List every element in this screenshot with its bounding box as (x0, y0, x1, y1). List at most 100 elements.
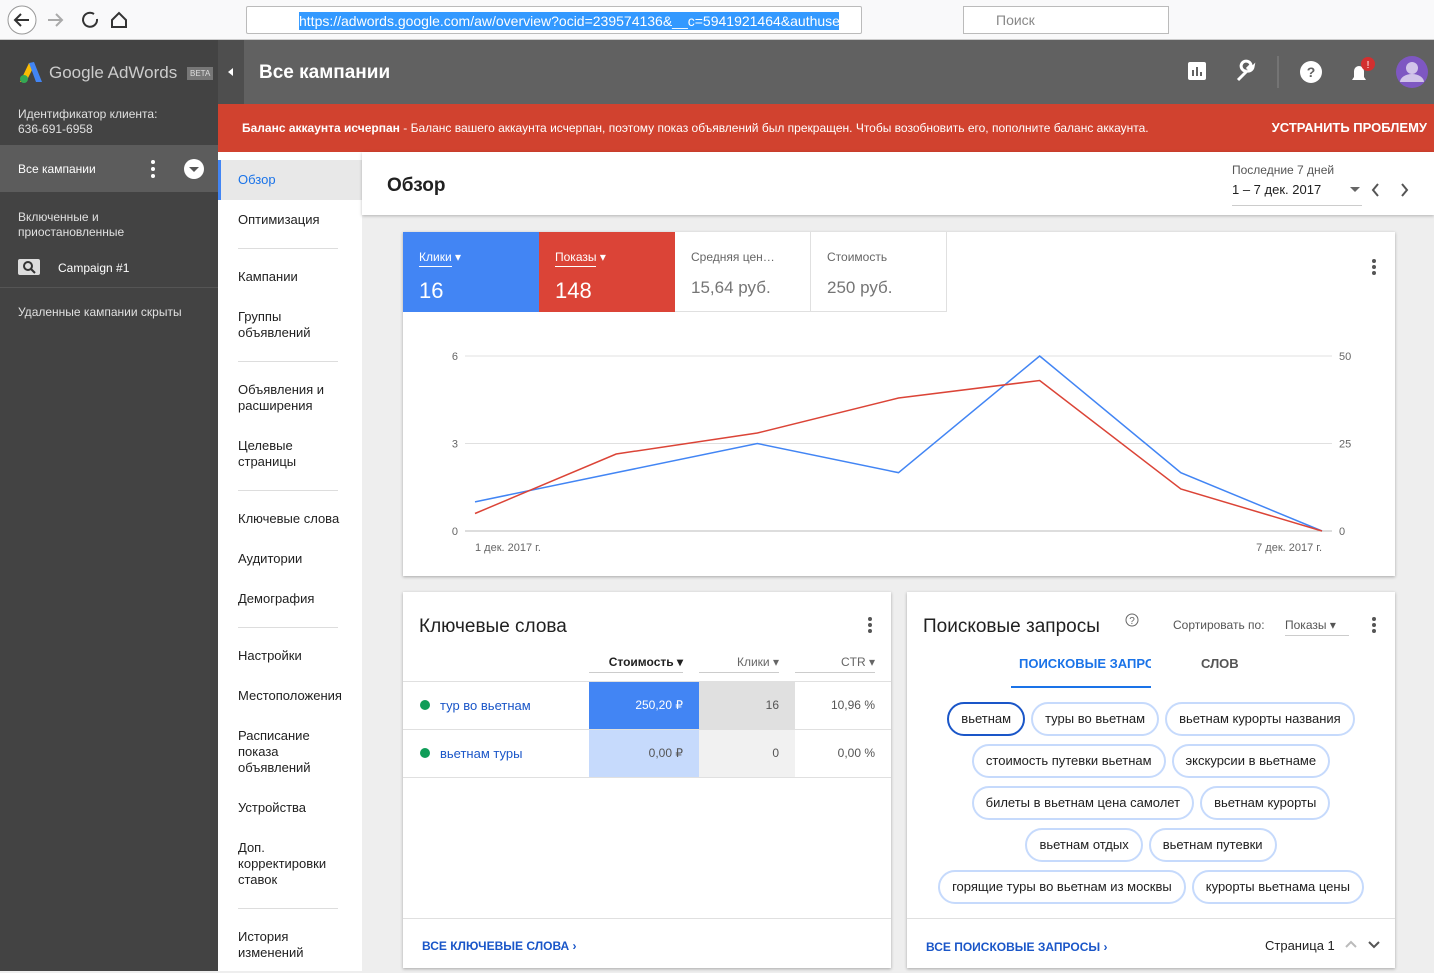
nav-label[interactable]: Ключевые слова (238, 511, 340, 526)
nav-label[interactable]: Местоположения (238, 688, 342, 703)
metric-tile[interactable]: Стоимость 250 руб. (811, 232, 947, 312)
footer-link[interactable]: ВСЕ КЛЮЧЕВЫЕ СЛОВА › (422, 939, 577, 953)
row-icons[interactable] (145, 157, 210, 181)
more-menu[interactable] (865, 616, 875, 636)
nav-label[interactable]: Обзор (238, 172, 276, 187)
nav-label[interactable]: Настройки (238, 648, 302, 663)
query-chip[interactable]: вьетнам путевки (1148, 828, 1277, 862)
column-header[interactable]: CTR ▾ (795, 655, 875, 673)
nav-label[interactable]: Аудитории (238, 551, 303, 566)
nav-label[interactable]: Объявления и расширения (238, 382, 325, 413)
nav-item[interactable]: Целевые страницы (218, 426, 362, 482)
nav-label[interactable]: Демография (238, 591, 315, 606)
nav-item[interactable]: Группы объявлений (218, 297, 362, 353)
nav-item[interactable]: Оптимизация (218, 200, 362, 240)
graphic (48, 13, 64, 27)
card-title: Поисковые запросы (923, 616, 1100, 637)
graphic (1372, 617, 1376, 621)
collapse-toggle[interactable] (218, 40, 244, 104)
keywords-table: Стоимость ▾ Клики ▾ CTR ▾ тур во вьетнам 250… (403, 648, 891, 778)
metric-label[interactable]: Показы (555, 250, 597, 267)
query-chip[interactable]: горящие туры во вьетнам из москвы (938, 870, 1186, 904)
tab[interactable]: СЛОВ (1201, 656, 1239, 671)
nav-label[interactable]: Устройства (238, 800, 307, 815)
all-campaigns[interactable]: Все кампании (18, 162, 96, 176)
graphic (868, 623, 872, 627)
nav-item[interactable]: Кампании (218, 257, 362, 297)
graphic (1361, 57, 1375, 71)
pager-arrows[interactable] (1343, 936, 1383, 952)
graphic (20, 75, 28, 83)
column-header[interactable]: Клики ▾ (699, 655, 779, 673)
graphic (1368, 941, 1380, 949)
footer-link-text[interactable]: ВСЕ КЛЮЧЕВЫЕ СЛОВА (422, 939, 570, 953)
sort-select[interactable]: Показы ▾ (1285, 618, 1349, 636)
metric-label[interactable]: Стоимость (827, 250, 888, 264)
y-tick-label: 6 (452, 351, 458, 363)
metric-tile[interactable]: Показы ▾ 148 (539, 232, 675, 312)
more-menu[interactable] (1369, 616, 1379, 636)
nav-item[interactable]: Объявления и расширения (218, 370, 362, 426)
nav-label[interactable]: Доп. корректировки ставок (238, 840, 327, 887)
alert-action[interactable]: УСТРАНИТЬ ПРОБЛЕМУ (1271, 120, 1427, 135)
metric-label[interactable]: Средняя цен… (691, 250, 775, 264)
url-bar[interactable]: https://adwords.google.com/aw/overview?o… (246, 6, 862, 34)
query-chip[interactable]: вьетнам курорты (1200, 786, 1331, 820)
metric-tile[interactable]: Средняя цен… 15,64 руб. (675, 232, 811, 312)
header-icons[interactable]: ? ! (1178, 52, 1434, 92)
nav-label[interactable]: История изменений (238, 929, 304, 960)
nav-label[interactable]: Целевые страницы (238, 438, 297, 469)
all-campaigns-row[interactable]: Все кампании (0, 145, 218, 192)
alert-banner: Баланс аккаунта исчерпан - Баланс вашего… (218, 104, 1434, 152)
footer-link-text[interactable]: ВСЕ ПОИСКОВЫЕ ЗАПРОСЫ (926, 940, 1101, 954)
nav-label[interactable]: Оптимизация (238, 212, 320, 227)
column-header-text[interactable]: Стоимость (608, 655, 674, 669)
date-label: Последние 7 дней (1232, 163, 1335, 177)
campaign-icon (18, 259, 40, 275)
help-icon[interactable]: ? (1125, 613, 1139, 627)
deleted-note: Удаленные кампании скрыты (18, 305, 182, 319)
metric-label[interactable]: Клики (419, 250, 452, 267)
date-range-text[interactable]: 1 – 7 дек. 2017 (1232, 182, 1322, 197)
nav-item[interactable]: Обзор (218, 160, 362, 200)
sort-value[interactable]: Показы (1285, 618, 1327, 632)
graphic (868, 629, 872, 633)
nav-item[interactable]: Ключевые слова (218, 499, 362, 539)
nav-item[interactable]: Местоположения (218, 676, 362, 716)
divider (403, 918, 891, 919)
nav-item[interactable]: Демография (218, 579, 362, 619)
nav-item[interactable]: Расписание показа объявлений (218, 716, 362, 788)
query-chip[interactable]: стоимость путевки вьетнам (971, 744, 1166, 778)
search-box[interactable]: Поиск (963, 6, 1169, 34)
keyword-link[interactable]: вьетнам туры (440, 746, 523, 761)
keyword-link[interactable]: тур во вьетнам (440, 698, 531, 713)
column-header-text[interactable]: Клики (736, 655, 770, 669)
query-chip[interactable]: туры во вьетнам (1031, 702, 1160, 736)
query-chip[interactable]: вьетнам (947, 702, 1026, 736)
nav-label[interactable]: Группы объявлений (238, 309, 311, 340)
nav-item[interactable]: История изменений (218, 917, 362, 973)
nav-label[interactable]: Расписание показа объявлений (238, 728, 311, 775)
campaign-link[interactable]: Campaign #1 (58, 261, 130, 275)
page-indicator: Страница 1 (1265, 938, 1335, 953)
column-header-text[interactable]: CTR (840, 655, 866, 669)
tab-active[interactable]: ПОИСКОВЫЕ ЗАПРО (1011, 656, 1151, 688)
date-arrows[interactable] (1364, 180, 1414, 200)
url-text[interactable]: https://adwords.google.com/aw/overview?o… (299, 12, 839, 30)
query-chip[interactable]: курорты вьетнама цены (1191, 870, 1364, 904)
nav-item[interactable]: Настройки (218, 636, 362, 676)
nav-item[interactable]: Доп. корректировки ставок (218, 828, 362, 900)
query-chip[interactable]: вьетнам отдых (1025, 828, 1143, 862)
query-chip[interactable]: экскурсии в вьетнаме (1171, 744, 1331, 778)
nav-item[interactable]: Аудитории (218, 539, 362, 579)
nav-label[interactable]: Кампании (238, 269, 298, 284)
date-range[interactable]: 1 – 7 дек. 2017 (1232, 182, 1362, 206)
metric-tile[interactable]: Клики ▾ 16 (403, 232, 539, 312)
query-chip[interactable]: вьетнам курорты названия (1165, 702, 1355, 736)
query-chip[interactable]: билеты в вьетнам цена самолет (971, 786, 1195, 820)
footer-link[interactable]: ВСЕ ПОИСКОВЫЕ ЗАПРОСЫ › (926, 940, 1108, 954)
more-menu[interactable] (1369, 258, 1379, 278)
column-header[interactable]: Стоимость ▾ (589, 655, 683, 673)
nav-item[interactable]: Устройства (218, 788, 362, 828)
graphic (1350, 187, 1360, 192)
